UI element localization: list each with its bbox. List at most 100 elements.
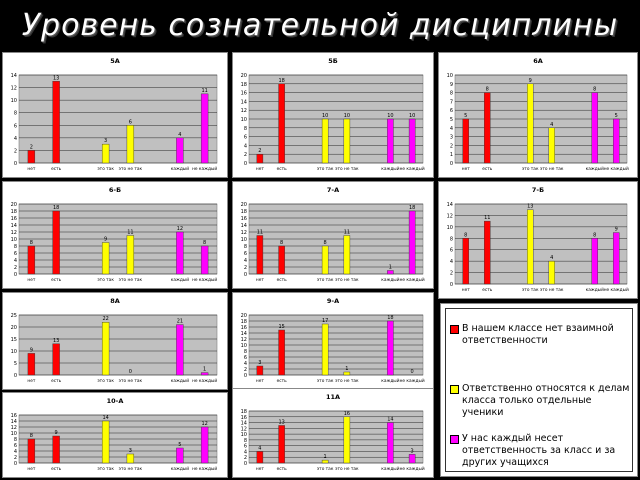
x-tick-label: это не так	[335, 278, 359, 283]
x-tick-label: это так	[522, 167, 539, 172]
x-tick-label: это так	[317, 467, 334, 472]
y-tick-label: 12	[11, 230, 17, 236]
x-tick-label: это не так	[335, 379, 359, 384]
x-tick-label: это не так	[119, 467, 143, 472]
y-tick-label: 8	[14, 437, 17, 443]
data-label: 10	[387, 113, 393, 119]
x-tick-label: каждый	[171, 465, 189, 472]
slide-title: Уровень сознательной дисциплины	[21, 8, 619, 43]
y-tick-label: 5	[14, 361, 17, 367]
data-label: 8	[593, 87, 596, 93]
bar	[548, 260, 555, 285]
x-tick-label: нет	[27, 167, 35, 172]
chart-10a: 10-А 0 2 4 6 8 10 12 14 16 8 нет 9 есть 14 это так 3 это …	[2, 392, 228, 478]
chart-title: 7-А	[327, 186, 339, 194]
bar	[52, 343, 60, 376]
x-tick-label: каждый	[171, 165, 189, 172]
y-tick-label: 16	[241, 325, 247, 331]
x-tick-label: каждый	[381, 276, 399, 283]
y-tick-label: 2	[450, 271, 453, 277]
y-tick-label: 2	[244, 265, 247, 271]
data-label: 3	[258, 360, 261, 366]
y-tick-label: 10	[241, 237, 247, 243]
y-tick-label: 12	[447, 213, 453, 219]
bar	[343, 118, 351, 164]
x-tick-label: это так	[97, 467, 114, 472]
data-label: 14	[102, 415, 108, 421]
bar	[591, 92, 598, 164]
plot-area	[454, 203, 628, 285]
y-tick-label: 10	[447, 73, 453, 79]
y-tick-label: 14	[241, 99, 247, 105]
bar	[387, 118, 394, 164]
data-label: 4	[550, 122, 553, 128]
x-tick-label: не каждый	[192, 276, 217, 283]
y-tick-label: 18	[11, 209, 17, 215]
bar	[200, 245, 209, 275]
bar	[321, 323, 329, 376]
y-tick-label: 12	[11, 86, 17, 92]
y-tick-label: 2	[244, 367, 247, 373]
data-label: 1	[389, 265, 392, 271]
bar	[527, 209, 534, 285]
y-tick-label: 10	[241, 117, 247, 123]
chart-title: 10-А	[107, 397, 124, 405]
bar	[387, 422, 394, 464]
x-tick-label: это не так	[119, 278, 143, 283]
x-tick-label: это не так	[335, 467, 359, 472]
y-tick-label: 4	[14, 136, 17, 142]
y-tick-label: 6	[450, 108, 453, 114]
y-tick-label: 20	[241, 73, 247, 79]
bar	[343, 235, 351, 275]
x-tick-label: это не так	[540, 288, 564, 293]
bar	[256, 153, 264, 164]
x-tick-label: не каждый	[400, 377, 425, 384]
data-label: 5	[464, 113, 467, 119]
legend-item-red: В нашем классе нет взаимной ответственно…	[450, 323, 630, 347]
x-tick-label: это так	[97, 278, 114, 283]
bar	[52, 210, 60, 275]
bar	[278, 425, 285, 464]
legend: В нашем классе нет взаимной ответственно…	[440, 303, 638, 477]
chart-6a: 6А 0 1 2 3 4 5 6 7 8 9 10 5 нет 8 есть 9 это так 4 это не т…	[438, 52, 638, 178]
x-tick-label: это так	[97, 379, 114, 384]
bar	[27, 245, 36, 275]
x-tick-label: это так	[97, 167, 114, 172]
bar	[27, 353, 36, 376]
bar-chart-svg: 5А 0 2 4 6 8 10 12 14 2 нет 13 есть 3 это так 6 это не т…	[11, 57, 218, 172]
legend-text: У нас каждый несет ответственность за кл…	[462, 433, 616, 468]
bar	[176, 137, 184, 164]
y-tick-label: 4	[244, 361, 247, 367]
y-tick-label: 8	[14, 244, 17, 250]
bar	[387, 270, 394, 275]
chart-title: 11А	[326, 393, 340, 401]
y-tick-label: 25	[11, 313, 17, 319]
x-tick-label: это не так	[540, 167, 564, 172]
bar	[52, 81, 60, 164]
bar	[278, 329, 285, 376]
x-tick-label: нет	[256, 467, 264, 472]
chart-5b: 5Б 0 2 4 6 8 10 12 14 16 18 20 2 нет 18 есть 10 это так 10…	[232, 52, 434, 178]
chart-7b: 7-Б 0 2 4 6 8 10 12 14 8 нет 11 есть 13 это так 4 это не…	[438, 181, 638, 299]
y-tick-label: 6	[14, 251, 17, 257]
data-label: 18	[409, 205, 415, 211]
y-tick-label: 0	[14, 161, 17, 167]
x-tick-label: каждый	[381, 377, 399, 384]
data-label: 9	[615, 227, 618, 233]
bar	[484, 92, 491, 164]
data-label: 8	[593, 232, 596, 238]
data-label: 8	[280, 240, 283, 246]
y-tick-label: 8	[244, 126, 247, 132]
bar	[591, 238, 598, 285]
x-tick-label: не каждый	[400, 276, 425, 283]
chart-7a: 7-А 0 2 4 6 8 10 12 14 16 18 20 11 нет 8 есть 8 это так 11…	[232, 181, 434, 289]
bar	[52, 435, 60, 464]
data-label: 12	[201, 421, 207, 427]
data-label: 22	[102, 316, 108, 322]
bar	[176, 447, 184, 464]
y-tick-label: 16	[241, 91, 247, 97]
data-label: 13	[527, 204, 533, 210]
